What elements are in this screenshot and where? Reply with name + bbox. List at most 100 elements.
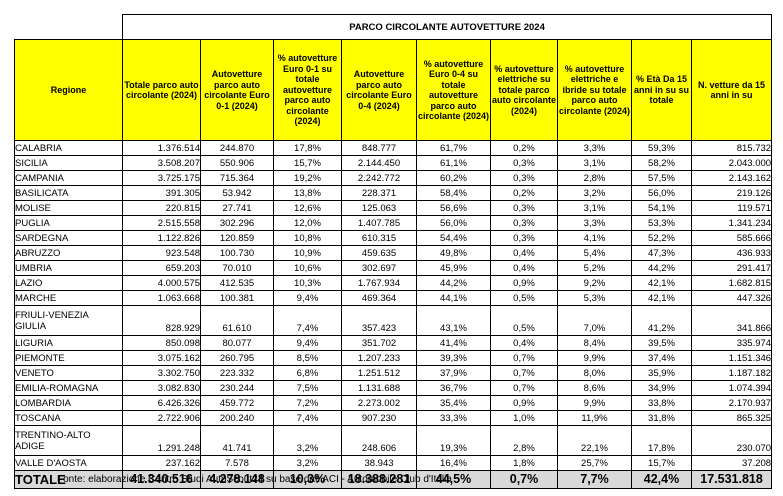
cell-age15-pct: 59,3%: [631, 140, 692, 156]
cell-euro01-count: 230.244: [200, 380, 274, 396]
cell-electric-hybrid-pct: 9,9%: [557, 350, 632, 366]
cell-region: SICILIA: [14, 155, 123, 171]
total-electric-hybrid-pct: 7,7%: [557, 470, 632, 489]
cell-total-fleet: 2.722.906: [122, 410, 201, 426]
cell-euro04-count: 357.423: [341, 305, 417, 336]
cell-total-fleet: 659.203: [122, 260, 201, 276]
cell-region: TOSCANA: [14, 410, 123, 426]
cell-electric-hybrid-pct: 2,8%: [557, 170, 632, 186]
cell-euro04-pct: 36,7%: [416, 380, 491, 396]
cell-age15-pct: 31,8%: [631, 410, 692, 426]
cell-age15-count: 1.341.234: [690, 215, 773, 231]
cell-euro04-pct: 45,9%: [416, 260, 491, 276]
cell-electric-hybrid-pct: 8,4%: [557, 335, 632, 351]
cell-euro04-count: 459.635: [341, 245, 417, 261]
cell-euro04-pct: 44,2%: [416, 275, 491, 291]
cell-euro01-pct: 10,6%: [273, 260, 342, 276]
cell-age15-count: 335.974: [690, 335, 773, 351]
cell-age15-count: 341.866: [690, 305, 773, 336]
cell-euro04-pct: 39,3%: [416, 350, 491, 366]
cell-age15-pct: 35,9%: [631, 365, 692, 381]
total-age15-pct: 42,4%: [631, 470, 692, 489]
cell-euro01-count: 7.578: [200, 455, 274, 471]
cell-euro04-pct: 61,1%: [416, 155, 491, 171]
table-row: SARDEGNA 1.122.826 120.859 10,8% 610.315 54,4…: [14, 230, 773, 246]
cell-euro01-pct: 9,4%: [273, 335, 342, 351]
cell-euro01-pct: 3,2%: [273, 455, 342, 471]
header-total-fleet: Totale parco auto circolante (2024): [122, 39, 201, 141]
cell-region: UMBRIA: [14, 260, 123, 276]
header-region: Regione: [14, 39, 123, 141]
cell-euro04-count: 228.371: [341, 185, 417, 201]
table-row: MOLISE 220.815 27.741 12,6% 125.063 56,6% 0,3%…: [14, 200, 773, 216]
cell-euro01-pct: 6,8%: [273, 365, 342, 381]
cell-region: FRIULI-VENEZIA GIULIA: [14, 305, 123, 336]
cell-total-fleet: 220.815: [122, 200, 201, 216]
cell-euro01-count: 27.741: [200, 200, 274, 216]
cell-total-fleet: 3.302.750: [122, 365, 201, 381]
cell-euro01-count: 100.381: [200, 290, 274, 306]
total-total-fleet: 41.340.516: [122, 470, 201, 489]
cell-euro01-pct: 19,2%: [273, 170, 342, 186]
cell-total-fleet: 3.508.207: [122, 155, 201, 171]
cell-euro01-count: 550.906: [200, 155, 274, 171]
cell-electric-hybrid-pct: 7,0%: [557, 305, 632, 336]
cell-total-fleet: 237.162: [122, 455, 201, 471]
cell-electric-pct: 1,8%: [490, 455, 558, 471]
cell-euro04-count: 38.943: [341, 455, 417, 471]
cell-age15-pct: 34,9%: [631, 380, 692, 396]
cell-electric-pct: 1,0%: [490, 410, 558, 426]
total-euro04-pct: 44,5%: [416, 470, 491, 489]
cell-euro01-pct: 17,8%: [273, 140, 342, 156]
cell-euro01-count: 80.077: [200, 335, 274, 351]
cell-euro04-pct: 44,1%: [416, 290, 491, 306]
cell-region: BASILICATA: [14, 185, 123, 201]
cell-euro01-count: 244.870: [200, 140, 274, 156]
cell-euro01-count: 412.535: [200, 275, 274, 291]
cell-euro01-count: 715.364: [200, 170, 274, 186]
cell-euro01-pct: 8,5%: [273, 350, 342, 366]
cell-age15-pct: 15,7%: [631, 455, 692, 471]
cell-electric-pct: 0,4%: [490, 335, 558, 351]
cell-electric-pct: 0,4%: [490, 260, 558, 276]
cell-electric-hybrid-pct: 3,2%: [557, 185, 632, 201]
cell-region: PUGLIA: [14, 215, 123, 231]
cell-region: CAMPANIA: [14, 170, 123, 186]
cell-euro01-pct: 9,4%: [273, 290, 342, 306]
table-row: MARCHE 1.063.668 100.381 9,4% 469.364 44,1% 0,…: [14, 290, 773, 306]
cell-age15-pct: 44,2%: [631, 260, 692, 276]
cell-euro04-count: 2.242.772: [341, 170, 417, 186]
cell-electric-pct: 0,4%: [490, 245, 558, 261]
table-row: TOSCANA 2.722.906 200.240 7,4% 907.230 33,3% 1…: [14, 410, 773, 426]
cell-electric-hybrid-pct: 8,6%: [557, 380, 632, 396]
cell-total-fleet: 923.548: [122, 245, 201, 261]
cell-euro04-count: 2.273.002: [341, 395, 417, 411]
header-row: Regione Totale parco auto circolante (202…: [14, 39, 773, 141]
cell-euro01-pct: 15,7%: [273, 155, 342, 171]
total-row: TOTALE 41.340.516 4.278.148 10,3% 18.388.281…: [14, 470, 773, 489]
cell-euro04-count: 125.063: [341, 200, 417, 216]
cell-euro01-pct: 7,4%: [273, 410, 342, 426]
cell-euro01-pct: 12,6%: [273, 200, 342, 216]
cell-euro04-pct: 49,8%: [416, 245, 491, 261]
cell-electric-pct: 0,5%: [490, 290, 558, 306]
cell-total-fleet: 1.122.826: [122, 230, 201, 246]
cell-electric-hybrid-pct: 3,1%: [557, 200, 632, 216]
cell-electric-hybrid-pct: 3,1%: [557, 155, 632, 171]
cell-electric-pct: 2,8%: [490, 425, 558, 456]
cell-age15-count: 1.151.346: [690, 350, 773, 366]
cell-total-fleet: 3.082.830: [122, 380, 201, 396]
cell-euro01-count: 302.296: [200, 215, 274, 231]
header-euro04-pct: % autovetture Euro 0-4 su totale autovet…: [416, 39, 491, 141]
cell-electric-hybrid-pct: 22,1%: [557, 425, 632, 456]
cell-region: VALLE D'AOSTA: [14, 455, 123, 471]
cell-age15-count: 1.682.815: [690, 275, 773, 291]
cell-euro04-pct: 43,1%: [416, 305, 491, 336]
cell-euro01-pct: 7,4%: [273, 305, 342, 336]
cell-region: LOMBARDIA: [14, 395, 123, 411]
cell-age15-pct: 41,2%: [631, 305, 692, 336]
cell-age15-count: 2.043.000: [690, 155, 773, 171]
cell-euro01-pct: 10,9%: [273, 245, 342, 261]
cell-euro04-pct: 37,9%: [416, 365, 491, 381]
cell-total-fleet: 6.426.326: [122, 395, 201, 411]
